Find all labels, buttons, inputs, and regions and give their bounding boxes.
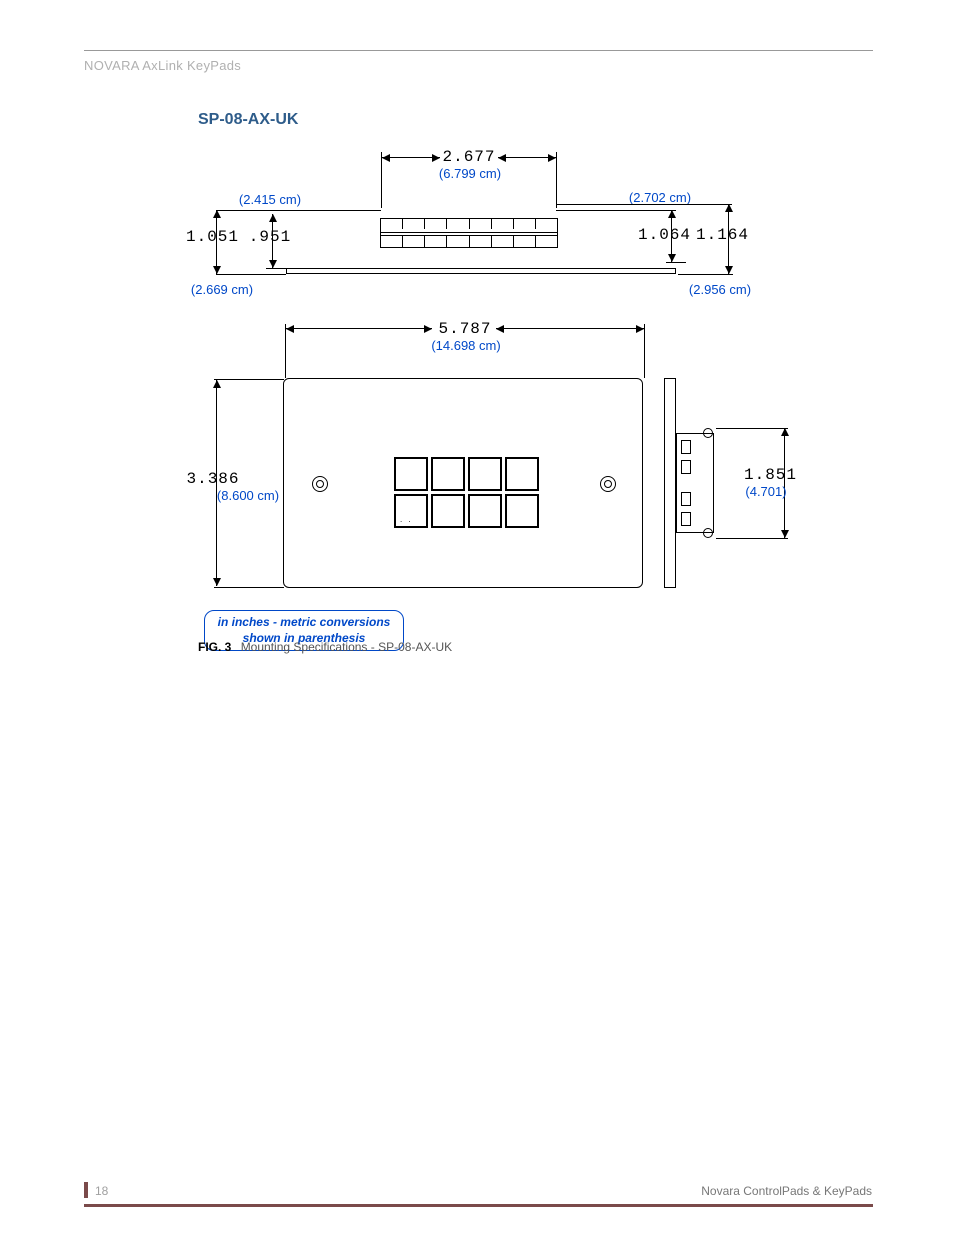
ext-line [216, 210, 381, 211]
key-button [431, 457, 465, 491]
side-mechanism [676, 433, 714, 533]
dim-left-h1-in: 1.051 [186, 228, 236, 246]
dim-right-h1-cm: (2.702 cm) [624, 190, 696, 205]
ext-line [716, 538, 788, 539]
header-rule [84, 50, 873, 51]
dim-face-h-in: 3.386 [186, 470, 240, 488]
ext-line [285, 324, 286, 378]
side-plate [664, 378, 676, 588]
dim-left-h2-cm: (2.415 cm) [234, 192, 306, 207]
dim-face-w-cm: (14.698 cm) [428, 338, 504, 353]
top-view-component [380, 206, 560, 262]
dim-top-width-in: 2.677 [442, 148, 496, 166]
key-button [431, 494, 465, 528]
ext-line [644, 324, 645, 378]
ext-line [266, 268, 296, 269]
dim-arrow [286, 328, 432, 329]
dim-side-h-cm: (4.701) [738, 484, 794, 499]
ext-line [556, 210, 676, 211]
page-number: 18 [95, 1184, 108, 1198]
faceplate-side [664, 378, 724, 588]
dim-right-h2-cm: (2.956 cm) [684, 282, 756, 297]
mounting-diagram: 2.677 (6.799 cm) 1.051 (2.669 cm) .951 (… [186, 140, 811, 630]
top-pcb [380, 218, 558, 248]
key-button [468, 457, 502, 491]
page-number-bar [84, 1182, 88, 1198]
section-title: SP-08-AX-UK [198, 111, 298, 129]
screw-hole [312, 476, 328, 492]
ext-line [678, 274, 733, 275]
dim-side-h-in: 1.851 [744, 466, 794, 484]
figure-label: FIG. 3 [198, 640, 231, 654]
key-button [505, 457, 539, 491]
keypad-grid: . . [394, 457, 539, 528]
dim-top-width-cm: (6.799 cm) [432, 166, 508, 181]
key-button [505, 494, 539, 528]
figure-caption-text: Mounting Specifications - SP-08-AX-UK [241, 640, 452, 654]
ext-line [556, 204, 732, 205]
dim-face-w-in: 5.787 [438, 320, 492, 338]
faceplate-front: . . [283, 378, 643, 588]
dim-right-h2-in: 1.164 [696, 226, 746, 244]
dim-left-h2-in: .951 [248, 228, 292, 246]
key-button [394, 457, 428, 491]
ext-line [214, 587, 284, 588]
header-breadcrumb: NOVARA AxLink KeyPads [84, 58, 241, 73]
dim-left-h1-cm: (2.669 cm) [186, 282, 258, 297]
dim-arrow [498, 157, 556, 158]
key-button [468, 494, 502, 528]
footer-rule [84, 1204, 873, 1207]
ext-line [556, 152, 557, 208]
ext-line [666, 262, 686, 263]
note-line1: in inches - metric conversions [218, 615, 391, 629]
screw-hole [600, 476, 616, 492]
dim-arrow [496, 328, 644, 329]
key-button: . . [394, 494, 428, 528]
ext-line [214, 379, 284, 380]
dim-right-h1-in: 1.064 [638, 226, 688, 244]
ext-line [381, 152, 382, 208]
dim-arrow [382, 157, 440, 158]
ext-line [216, 274, 286, 275]
figure-caption: FIG. 3 Mounting Specifications - SP-08-A… [198, 640, 452, 654]
footer-title: Novara ControlPads & KeyPads [701, 1184, 872, 1198]
dim-face-h-cm: (8.600 cm) [212, 488, 284, 503]
ext-line [716, 428, 788, 429]
top-baseplate [286, 268, 676, 274]
